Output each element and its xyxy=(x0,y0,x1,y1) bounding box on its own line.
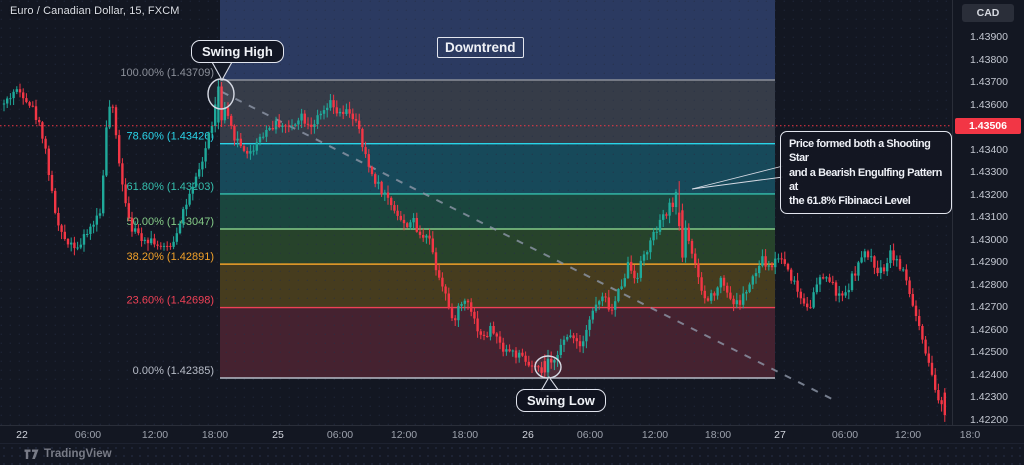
time-tick: 27 xyxy=(774,429,786,441)
time-tick: 26 xyxy=(522,429,534,441)
fib-level-label: 100.00% (1.43709) xyxy=(120,67,214,79)
price-tick: 1.42400 xyxy=(970,368,1008,381)
fib-level-label: 61.80% (1.43203) xyxy=(127,181,214,193)
footer-bar: TradingView xyxy=(0,443,1024,465)
swing-low-label[interactable]: Swing Low xyxy=(516,389,606,412)
annotation-pointer-line xyxy=(691,176,784,190)
candlestick-series[interactable] xyxy=(2,80,946,422)
symbol-title[interactable]: Euro / Canadian Dollar, 15, FXCM xyxy=(10,5,180,17)
price-tick: 1.42500 xyxy=(970,346,1008,359)
price-tick: 1.42800 xyxy=(970,278,1008,291)
time-tick: 06:00 xyxy=(831,429,859,441)
chart-canvas[interactable]: 100.00% (1.43709) 78.60% (1.43426) 61.80% … xyxy=(0,0,952,425)
currency-button[interactable]: CAD xyxy=(962,4,1014,22)
time-axis[interactable]: 22 06:00 12:00 18:00 25 06:00 12:00 18:00 26 06:0… xyxy=(0,425,1024,444)
time-tick: 18:0 xyxy=(959,429,981,441)
price-tick: 1.43400 xyxy=(970,143,1008,156)
price-tick: 1.43000 xyxy=(970,233,1008,246)
price-tick: 1.43800 xyxy=(970,53,1008,66)
tradingview-logo[interactable]: TradingView xyxy=(24,448,112,460)
time-tick: 06:00 xyxy=(576,429,604,441)
pattern-annotation-note[interactable]: Price formed both a Shooting Star and a … xyxy=(780,131,952,215)
price-tick: 1.43100 xyxy=(970,211,1008,224)
downtrend-label[interactable]: Downtrend xyxy=(437,37,524,58)
time-tick: 18:00 xyxy=(704,429,732,441)
swing-low-circle[interactable] xyxy=(534,355,562,379)
price-tick: 1.42600 xyxy=(970,323,1008,336)
price-tick: 1.42700 xyxy=(970,301,1008,314)
tradingview-logo-icon xyxy=(24,449,39,459)
time-tick: 25 xyxy=(272,429,284,441)
time-tick: 12:00 xyxy=(894,429,922,441)
price-tick: 1.43600 xyxy=(970,98,1008,111)
fib-retracement[interactable]: 100.00% (1.43709) 78.60% (1.43426) 61.80% … xyxy=(0,0,952,425)
time-tick: 12:00 xyxy=(141,429,169,441)
price-tick: 1.43200 xyxy=(970,188,1008,201)
downtrend-trendline[interactable] xyxy=(221,91,837,402)
time-tick: 12:00 xyxy=(390,429,418,441)
time-tick: 18:00 xyxy=(451,429,479,441)
time-tick: 06:00 xyxy=(326,429,354,441)
price-axis[interactable]: CAD 1.43900 1.43800 1.43700 1.43600 1.43400 1… xyxy=(952,0,1024,443)
price-chart-svg[interactable]: 100.00% (1.43709) 78.60% (1.43426) 61.80% … xyxy=(0,0,952,425)
price-tick: 1.42200 xyxy=(970,413,1008,426)
price-tick: 1.42900 xyxy=(970,256,1008,269)
annotation-pointer-line xyxy=(691,165,784,190)
swing-high-circle[interactable] xyxy=(207,78,235,110)
fib-level-label: 78.60% (1.43426) xyxy=(127,131,214,143)
time-tick: 12:00 xyxy=(641,429,669,441)
swing-high-label[interactable]: Swing High xyxy=(191,40,284,63)
price-tick: 1.42300 xyxy=(970,391,1008,404)
price-tick: 1.43900 xyxy=(970,31,1008,43)
fib-level-label: 38.20% (1.42891) xyxy=(127,251,214,263)
tradingview-logo-text: TradingView xyxy=(44,448,112,460)
time-tick: 06:00 xyxy=(74,429,102,441)
price-tick: 1.43300 xyxy=(970,166,1008,179)
time-tick: 22 xyxy=(16,429,28,441)
fib-level-label: 0.00% (1.42385) xyxy=(133,365,214,377)
time-tick: 18:00 xyxy=(201,429,229,441)
last-price-tag: 1.43506 xyxy=(955,117,1021,134)
fib-level-label: 50.00% (1.43047) xyxy=(127,216,214,228)
price-tick: 1.43700 xyxy=(970,76,1008,89)
fib-level-label: 23.60% (1.42698) xyxy=(127,295,214,307)
